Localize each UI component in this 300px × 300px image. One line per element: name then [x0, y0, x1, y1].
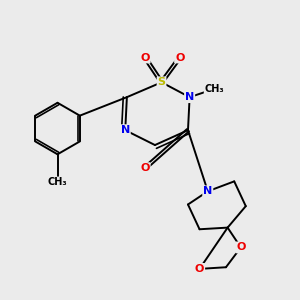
Text: O: O [140, 52, 150, 62]
Text: S: S [158, 77, 166, 87]
Text: N: N [121, 125, 130, 135]
Text: N: N [203, 186, 212, 196]
Text: O: O [175, 52, 184, 62]
Text: O: O [195, 264, 204, 274]
Text: O: O [140, 163, 150, 173]
Text: CH₃: CH₃ [205, 84, 224, 94]
Text: CH₃: CH₃ [48, 177, 67, 188]
Text: O: O [236, 242, 245, 252]
Text: N: N [185, 92, 194, 102]
